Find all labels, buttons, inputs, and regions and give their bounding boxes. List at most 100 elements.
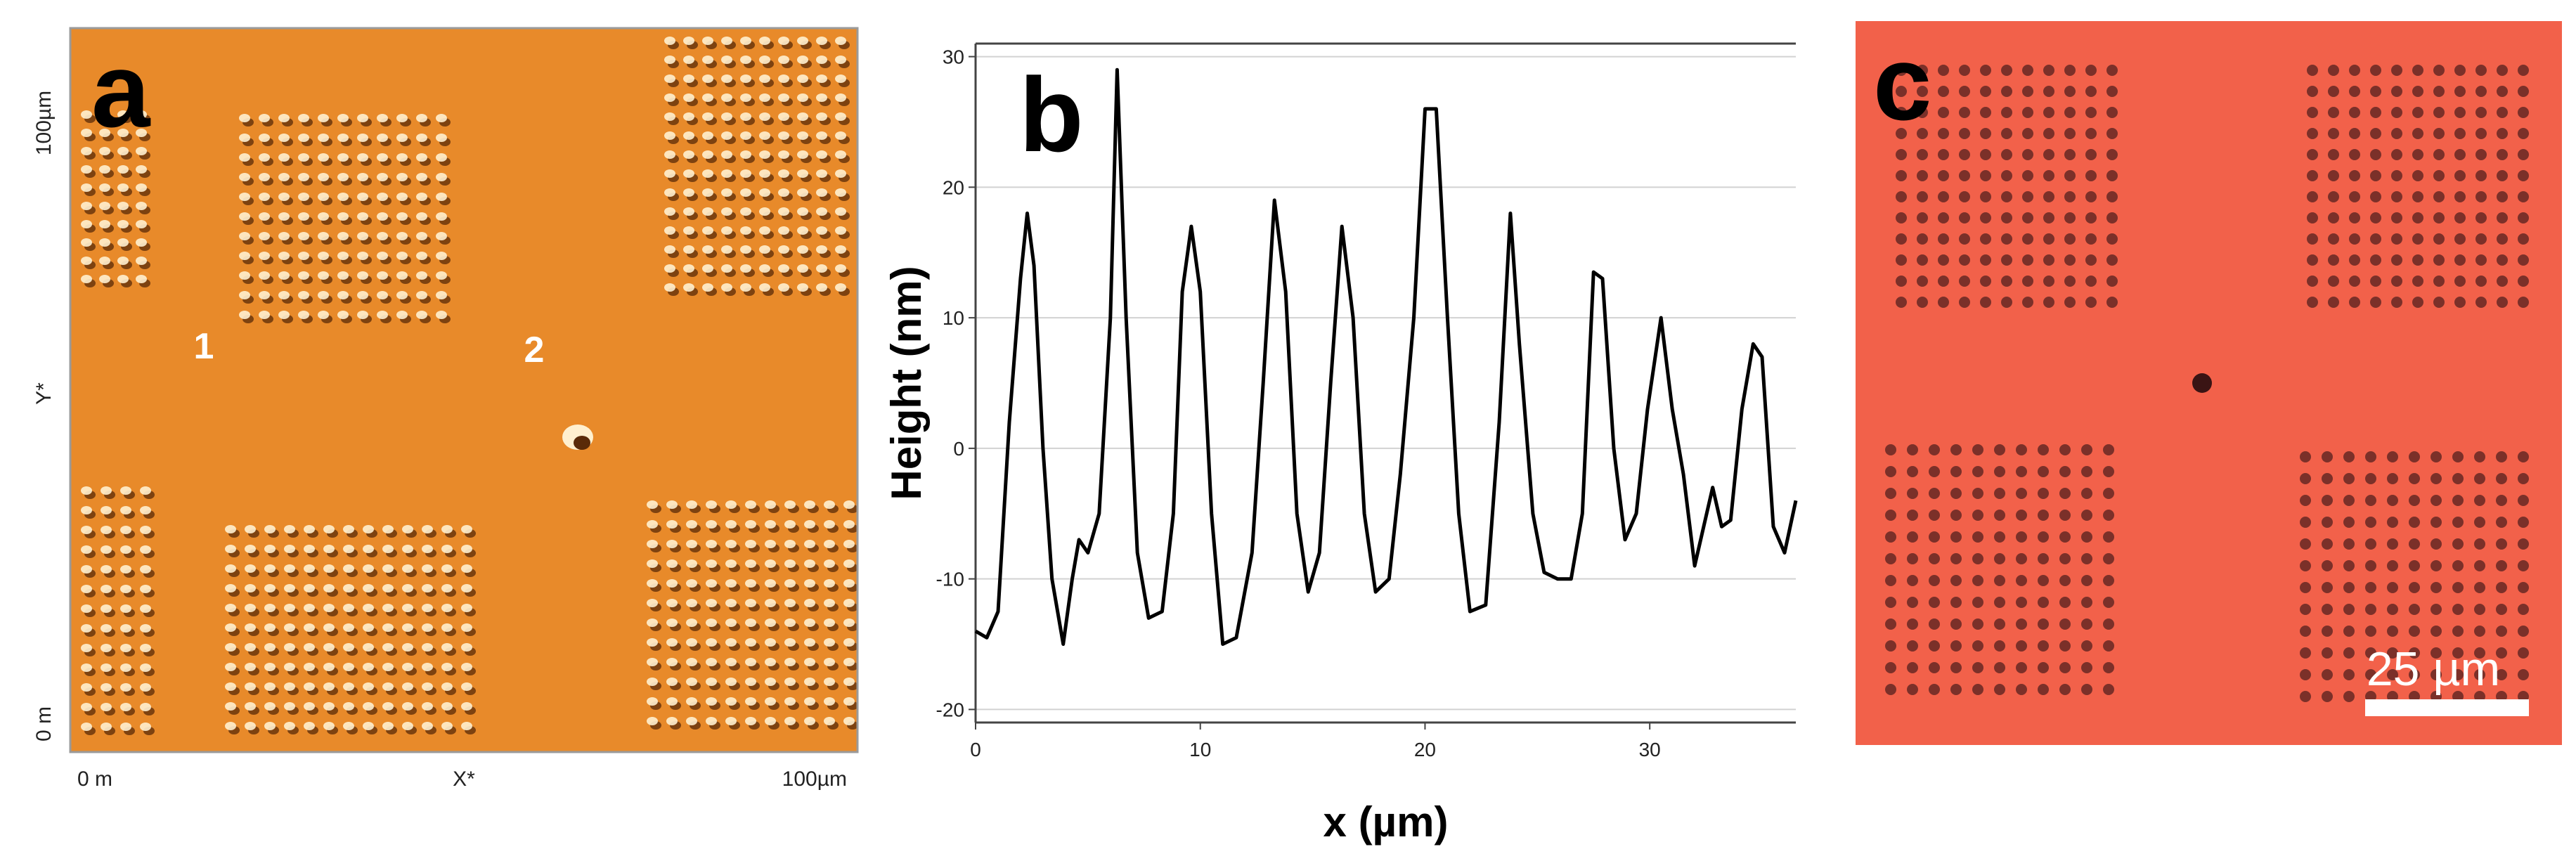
array-dot (2106, 276, 2118, 287)
afm-feature (337, 153, 349, 162)
afm-feature (304, 623, 315, 632)
array-dot (2059, 597, 2071, 608)
afm-feature (416, 212, 427, 221)
afm-feature (99, 220, 110, 228)
afm-feature (298, 252, 309, 260)
afm-feature (721, 283, 732, 292)
array-dot (2001, 276, 2012, 287)
afm-feature (99, 183, 110, 192)
afm-feature (664, 131, 675, 140)
afm-feature (416, 271, 427, 280)
afm-feature (81, 624, 92, 633)
array-dot (2016, 466, 2027, 477)
array-dot (2391, 254, 2402, 266)
afm-feature (778, 188, 789, 197)
afm-feature (225, 604, 236, 612)
array-dot (2452, 473, 2464, 484)
afm-feature (702, 150, 713, 159)
afm-feature (264, 682, 276, 691)
afm-feature (284, 564, 295, 573)
array-dot (1938, 297, 1949, 308)
array-dot (1994, 597, 2005, 608)
afm-feature (81, 275, 92, 283)
afm-feature (337, 173, 349, 181)
afm-feature (298, 311, 309, 319)
afm-feature (683, 37, 694, 45)
array-dot (2518, 604, 2529, 615)
array-dot (2391, 233, 2402, 245)
afm-feature (683, 131, 694, 140)
afm-feature (402, 663, 413, 671)
afm-feature (140, 545, 151, 554)
afm-feature (686, 618, 697, 627)
array-dot (2328, 276, 2339, 287)
array-dot (1917, 170, 1928, 181)
array-dot (2103, 510, 2114, 521)
height-profile-line (974, 67, 1798, 646)
afm-feature (778, 226, 789, 235)
afm-feature (683, 245, 694, 254)
array-dot (2497, 65, 2508, 76)
array-dot (2103, 488, 2114, 499)
array-dot (1994, 640, 2005, 652)
afm-feature (759, 75, 770, 83)
afm-feature (721, 226, 732, 235)
array-dot (2365, 582, 2376, 593)
afm-feature (343, 702, 354, 711)
array-dot (2106, 233, 2118, 245)
array-dot (2412, 128, 2423, 139)
array-dot (2322, 626, 2333, 637)
afm-feature (278, 114, 290, 122)
afm-feature (759, 56, 770, 64)
afm-feature (245, 682, 256, 691)
array-dot (2349, 149, 2360, 160)
afm-feature (318, 114, 329, 122)
array-dot (2300, 647, 2311, 659)
afm-feature (239, 134, 250, 142)
afm-feature (441, 564, 453, 573)
array-dot (2300, 560, 2311, 571)
afm-feature (666, 520, 678, 529)
array-dot (2433, 128, 2445, 139)
array-dot (2103, 553, 2114, 564)
afm-feature (101, 683, 112, 692)
array-dot (2391, 128, 2402, 139)
afm-feature (683, 169, 694, 178)
afm-feature (357, 291, 368, 299)
array-dot (2475, 107, 2487, 118)
afm-feature (666, 500, 678, 509)
array-dot (1950, 510, 1962, 521)
array-dot (2081, 444, 2092, 455)
array-dot (2016, 444, 2027, 455)
afm-feature (441, 663, 453, 671)
afm-feature (81, 202, 92, 210)
afm-feature (416, 173, 427, 181)
afm-feature (357, 114, 368, 122)
afm-feature (784, 599, 796, 607)
array-dot (2518, 254, 2529, 266)
array-dot (2081, 488, 2092, 499)
array-dot (2496, 560, 2507, 571)
array-dot (2452, 517, 2464, 528)
panel-a-x-tick-right: 100µm (782, 767, 847, 791)
afm-feature (835, 37, 846, 45)
afm-feature (382, 564, 394, 573)
afm-feature (784, 717, 796, 725)
afm-feature (225, 564, 236, 573)
array-dot (2081, 466, 2092, 477)
array-dot (1950, 466, 1962, 477)
array-dot (2431, 451, 2442, 462)
array-dot (2085, 170, 2097, 181)
afm-feature (239, 291, 250, 299)
afm-feature (863, 638, 874, 647)
array-dot (2409, 626, 2420, 637)
afm-feature (225, 722, 236, 730)
afm-feature (225, 682, 236, 691)
afm-feature (396, 212, 408, 221)
array-dot (2518, 560, 2529, 571)
afm-defect-core (574, 436, 590, 450)
afm-feature (140, 604, 151, 613)
afm-feature (759, 112, 770, 121)
afm-feature (759, 188, 770, 197)
afm-feature (702, 283, 713, 292)
